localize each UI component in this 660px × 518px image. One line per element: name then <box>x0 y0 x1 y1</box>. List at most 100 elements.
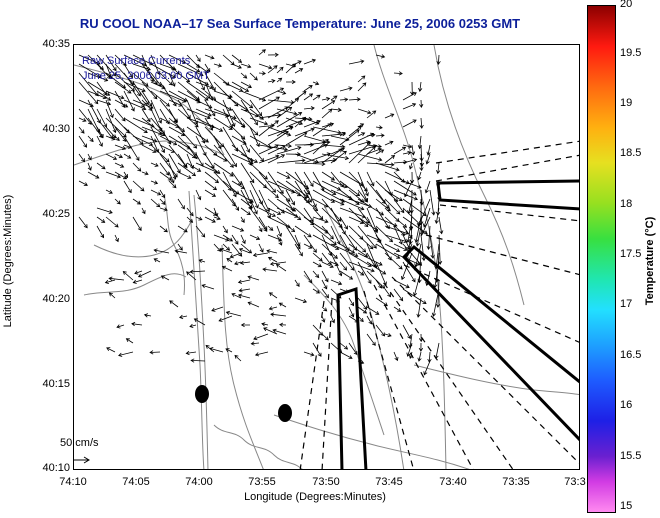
current-vector <box>258 49 266 56</box>
current-vector <box>294 243 303 257</box>
current-vector <box>222 234 234 242</box>
current-vector <box>186 54 200 69</box>
x-tick: 73:55 <box>248 476 276 488</box>
current-vector <box>105 153 118 160</box>
current-vector <box>186 99 199 126</box>
current-vector <box>123 144 133 149</box>
current-vector <box>87 171 100 179</box>
x-axis-label: Longitude (Degrees:Minutes) <box>0 491 660 503</box>
current-vector <box>417 171 422 181</box>
current-vector <box>410 144 416 156</box>
surface-current-vectors <box>78 49 444 376</box>
map-plot-area[interactable]: Raw Surface Currents June 25, 2006 03:00… <box>73 44 580 470</box>
current-vector <box>419 117 424 129</box>
current-vector <box>114 99 129 108</box>
current-vector <box>213 216 221 221</box>
radial-dashed-line <box>425 234 579 276</box>
current-vector <box>303 143 329 155</box>
current-vector <box>339 342 349 350</box>
current-vector <box>141 135 158 143</box>
current-vector <box>276 171 291 179</box>
current-vector <box>105 216 119 228</box>
current-vector <box>195 90 209 101</box>
inset-title-line1: Raw Surface Currents <box>82 55 191 67</box>
current-vector <box>96 81 107 96</box>
current-vector <box>384 216 406 236</box>
current-vector <box>348 189 365 203</box>
current-vector <box>195 189 202 201</box>
current-vector <box>375 324 386 337</box>
current-vector <box>294 234 301 247</box>
current-vector <box>105 63 113 80</box>
current-vector <box>303 58 317 65</box>
current-vector <box>125 338 134 344</box>
current-vector <box>213 99 233 111</box>
current-vector <box>204 54 215 60</box>
current-vector <box>195 126 206 144</box>
current-vector <box>177 243 183 251</box>
current-vector <box>78 180 88 186</box>
current-vector <box>231 198 239 211</box>
current-vector <box>204 216 216 223</box>
current-vector <box>303 135 326 144</box>
current-vector <box>330 135 350 142</box>
current-vector <box>393 71 403 76</box>
current-vector <box>105 90 125 100</box>
current-vector <box>266 249 278 254</box>
current-vector <box>321 108 333 119</box>
current-vector <box>204 90 217 101</box>
current-vector <box>357 261 372 284</box>
current-vector <box>213 207 219 218</box>
current-vector <box>78 216 88 229</box>
current-vector <box>384 198 401 215</box>
colorbar-label: Temperature (°C) <box>644 216 656 306</box>
current-vector <box>339 198 365 211</box>
current-vector <box>240 216 245 223</box>
current-vector <box>417 351 422 362</box>
current-vector <box>276 225 282 238</box>
current-vector <box>240 162 255 184</box>
current-vector <box>303 106 315 111</box>
colorbar-tick: 19 <box>620 97 633 109</box>
current-vector <box>234 354 242 362</box>
current-vector <box>393 225 403 245</box>
current-vector <box>204 171 220 184</box>
current-vector <box>132 279 143 284</box>
current-vector <box>312 324 324 336</box>
current-vector <box>204 72 216 92</box>
x-tick: 73:45 <box>375 476 403 488</box>
current-vector <box>204 63 211 73</box>
current-vector <box>258 144 279 155</box>
y-tick: 40:25 <box>42 208 70 220</box>
current-vector <box>123 90 135 112</box>
current-vector <box>285 189 295 206</box>
current-vector <box>429 189 436 216</box>
current-vector <box>78 81 99 105</box>
current-vector <box>150 198 161 208</box>
current-vector <box>249 99 263 117</box>
current-vector <box>393 146 407 155</box>
current-vector <box>159 162 170 176</box>
y-tick: 40:30 <box>42 123 70 135</box>
current-vector <box>132 198 142 205</box>
current-vector <box>105 54 117 72</box>
current-vector <box>417 252 422 284</box>
colorbar-tick: 20 <box>620 0 633 10</box>
current-vector <box>169 300 179 308</box>
current-vector <box>321 148 343 164</box>
current-vector <box>141 144 157 153</box>
current-vector <box>357 146 376 164</box>
current-vector <box>177 99 191 120</box>
current-vector <box>213 72 230 86</box>
current-vector <box>402 180 422 189</box>
current-vector <box>105 171 122 179</box>
current-vector <box>267 106 289 119</box>
colorbar-tick: 16 <box>620 399 633 411</box>
current-vector <box>226 258 233 263</box>
current-vector <box>366 162 395 167</box>
map-title: RU COOL NOAA–17 Sea Surface Temperature:… <box>79 16 521 31</box>
current-vector <box>285 198 295 212</box>
current-vector <box>186 207 194 217</box>
current-vector <box>267 225 274 231</box>
current-vector <box>321 225 334 240</box>
